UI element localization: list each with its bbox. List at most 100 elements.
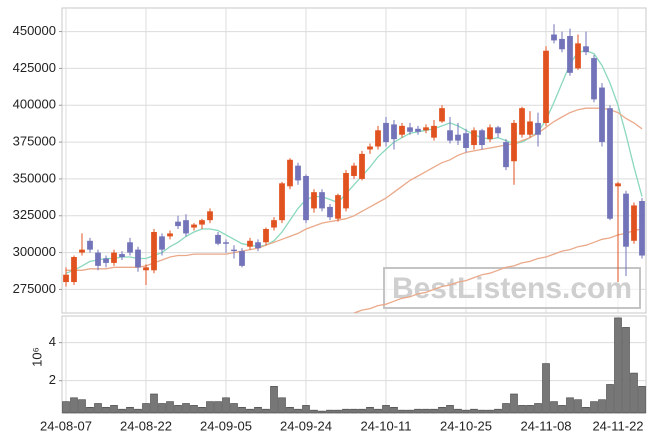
y-tick-label: 375000: [13, 134, 56, 149]
candle-body: [87, 240, 93, 250]
volume-bar: [630, 372, 638, 414]
candle-body: [79, 249, 85, 253]
volume-bar: [174, 405, 182, 414]
candle-body: [319, 192, 325, 209]
candle-body: [567, 35, 573, 73]
x-tick-label: 24-08-07: [40, 418, 92, 433]
candle-body: [111, 252, 117, 263]
x-tick-label: 24-09-24: [280, 418, 332, 433]
volume-bar: [62, 401, 70, 414]
volume-panel: [61, 315, 647, 414]
candle-body: [191, 224, 197, 228]
volume-bar: [446, 405, 454, 414]
candle-body: [439, 108, 445, 122]
volume-bar: [526, 405, 534, 414]
volume-bar: [598, 399, 606, 414]
volume-axis-label: 10⁶: [29, 347, 44, 367]
volume-bar: [606, 384, 614, 414]
volume-bar: [590, 401, 598, 414]
candle-body: [167, 233, 173, 237]
candle-body: [479, 130, 485, 146]
y-tick-label: 325000: [13, 207, 56, 222]
volume-bar: [342, 408, 350, 414]
volume-bar: [550, 401, 558, 414]
candle-body: [127, 242, 133, 253]
candle-body: [271, 220, 277, 228]
candle-body: [591, 58, 597, 100]
volume-bar: [454, 408, 462, 414]
volume-bar: [206, 401, 214, 414]
volume-bar: [518, 405, 526, 414]
candle-body: [279, 183, 285, 221]
candle-body: [239, 251, 245, 266]
volume-bar: [414, 408, 422, 414]
candle-body: [431, 125, 437, 138]
candle-body: [159, 236, 165, 250]
volume-bar: [398, 409, 406, 414]
candle-body: [103, 258, 109, 263]
candle-body: [559, 38, 565, 50]
candle-body: [215, 234, 221, 244]
volume-bar: [134, 408, 142, 414]
volume-bar: [198, 406, 206, 414]
candle-body: [399, 125, 405, 135]
candle-body: [263, 229, 269, 243]
candle-body: [359, 153, 365, 179]
volume-bar: [150, 393, 158, 414]
candle-body: [391, 124, 397, 140]
candle-body: [519, 108, 525, 135]
candle-body: [135, 249, 141, 268]
volume-bar: [502, 403, 510, 414]
candle-body: [63, 274, 69, 283]
volume-bar: [254, 406, 262, 414]
volume-bar: [638, 386, 646, 414]
candle-body: [551, 34, 557, 41]
candle-body: [511, 122, 517, 162]
volume-bar: [510, 393, 518, 414]
candle-body: [471, 130, 477, 146]
candle-body: [631, 205, 637, 241]
volume-bar: [78, 399, 86, 414]
volume-bar: [262, 408, 270, 414]
volume-bar: [126, 406, 134, 414]
volume-bar: [614, 317, 622, 414]
candle-body: [351, 165, 357, 176]
x-tick-label: 24-11-08: [520, 418, 571, 433]
volume-bar: [142, 403, 150, 414]
volume-bar: [158, 403, 166, 414]
volume-bar: [118, 408, 126, 414]
candle-body: [407, 127, 413, 132]
candle-body: [303, 175, 309, 221]
volume-bar: [278, 397, 286, 414]
candle-body: [463, 133, 469, 148]
volume-bar: [86, 406, 94, 414]
candle-body: [199, 220, 205, 225]
moving-average-line: [66, 107, 643, 271]
volume-bar: [438, 406, 446, 414]
x-tick-label: 24-10-25: [440, 418, 492, 433]
candle-body: [343, 173, 349, 209]
candle-body: [615, 183, 621, 187]
volume-bar: [214, 401, 222, 414]
candle-body: [487, 127, 493, 140]
candle-body: [503, 142, 509, 168]
volume-bar: [422, 408, 430, 414]
volume-bar: [350, 408, 358, 414]
candle-body: [383, 122, 389, 143]
volume-bar: [294, 408, 302, 414]
candle-body: [95, 252, 101, 266]
volume-bar: [310, 409, 318, 414]
y-tick-label: 275000: [13, 281, 56, 296]
candle-body: [335, 195, 341, 219]
volume-bar: [94, 403, 102, 414]
volume-bar: [486, 409, 494, 414]
volume-bar: [374, 408, 382, 414]
candle-body: [455, 134, 461, 141]
candle-body: [231, 249, 237, 252]
volume-bar: [358, 408, 366, 414]
candle-body: [327, 206, 333, 218]
volume-bar: [102, 406, 110, 414]
candle-body: [151, 231, 157, 271]
volume-bar: [542, 363, 550, 414]
